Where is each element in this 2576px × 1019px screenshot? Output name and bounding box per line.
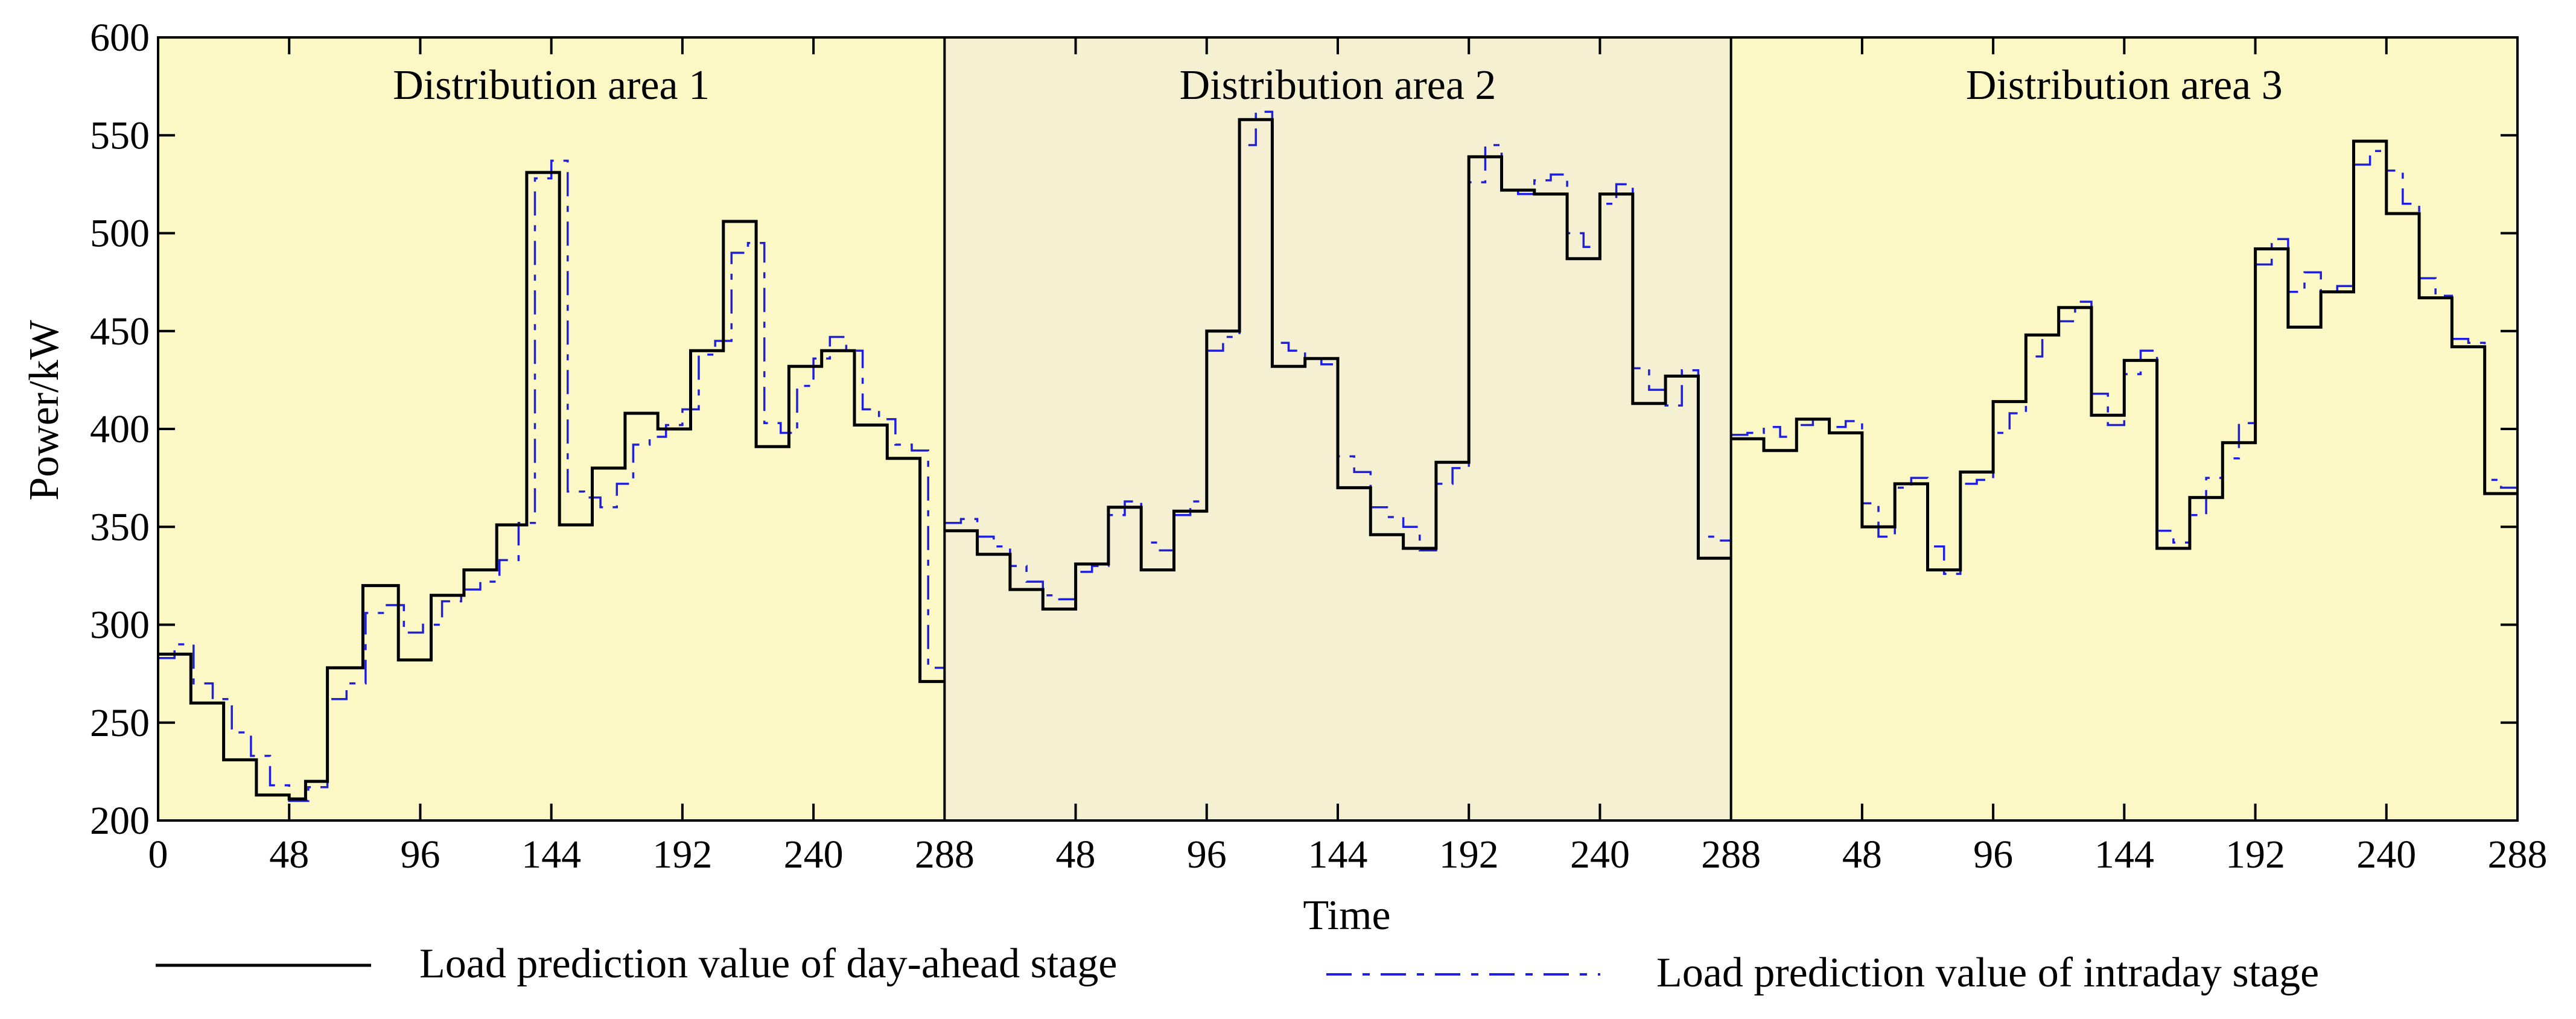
y-tick-label: 400 — [90, 407, 150, 451]
x-tick-label: 192 — [2225, 833, 2285, 877]
y-tick-label: 450 — [90, 310, 150, 354]
x-tick-label: 240 — [2356, 833, 2416, 877]
x-tick-label: 288 — [915, 833, 975, 877]
x-tick-label: 192 — [1439, 833, 1499, 877]
series-dayahead-area-2 — [944, 118, 1731, 611]
series-dayahead-area-1 — [158, 171, 945, 801]
panel-background-1 — [158, 37, 945, 821]
panel-titles: Distribution area 1 Distribution area 2 Di… — [393, 62, 2283, 109]
x-tick-label: 0 — [148, 833, 168, 877]
y-tick-label: 200 — [90, 799, 150, 843]
x-tick-label: 240 — [784, 833, 844, 877]
x-tick-label: 288 — [1701, 833, 1761, 877]
plot-frame — [157, 36, 2519, 822]
y-tick-label: 600 — [90, 16, 150, 60]
legend-label-intraday: Load prediction value of intraday stage — [1656, 950, 2319, 996]
x-tick-label: 96 — [1973, 833, 2013, 877]
y-tick-label: 350 — [90, 505, 150, 549]
series-dayahead-area-3 — [1731, 139, 2517, 572]
x-tick-label: 144 — [2094, 833, 2154, 877]
panel-background-3 — [1731, 37, 2517, 821]
x-tick-label: 192 — [652, 833, 712, 877]
x-tick-label: 96 — [1187, 833, 1227, 877]
x-tick-label: 96 — [400, 833, 440, 877]
x-tick-label: 240 — [1570, 833, 1630, 877]
series-intraday-area-1 — [158, 159, 946, 802]
y-tick-label: 550 — [90, 113, 150, 157]
x-tick-label: 144 — [1308, 833, 1368, 877]
axes: 0 48 96 144 192 240 288 48 96 144 192 240 288 48 96 144… — [90, 16, 2548, 877]
y-tick-label: 300 — [90, 603, 150, 647]
y-tick-label: 250 — [90, 701, 150, 745]
legend: Load prediction value of day-ahead stage… — [156, 941, 2319, 996]
x-tick-label: 48 — [269, 833, 309, 877]
legend-label-dayahead: Load prediction value of day-ahead stage — [419, 941, 1117, 987]
panel-title-2: Distribution area 2 — [1180, 62, 1496, 109]
panel-title-3: Distribution area 3 — [1966, 62, 2283, 109]
y-tick-label: 500 — [90, 212, 150, 256]
x-tick-label: 288 — [2488, 833, 2548, 877]
x-axis-title: Time — [1303, 892, 1390, 939]
x-tick-label: 48 — [1842, 833, 1882, 877]
panel-title-1: Distribution area 1 — [393, 62, 710, 109]
series-lines — [158, 110, 2519, 802]
x-tick-label: 48 — [1056, 833, 1096, 877]
x-tick-label: 144 — [521, 833, 581, 877]
y-axis-title: Power/kW — [21, 320, 68, 500]
